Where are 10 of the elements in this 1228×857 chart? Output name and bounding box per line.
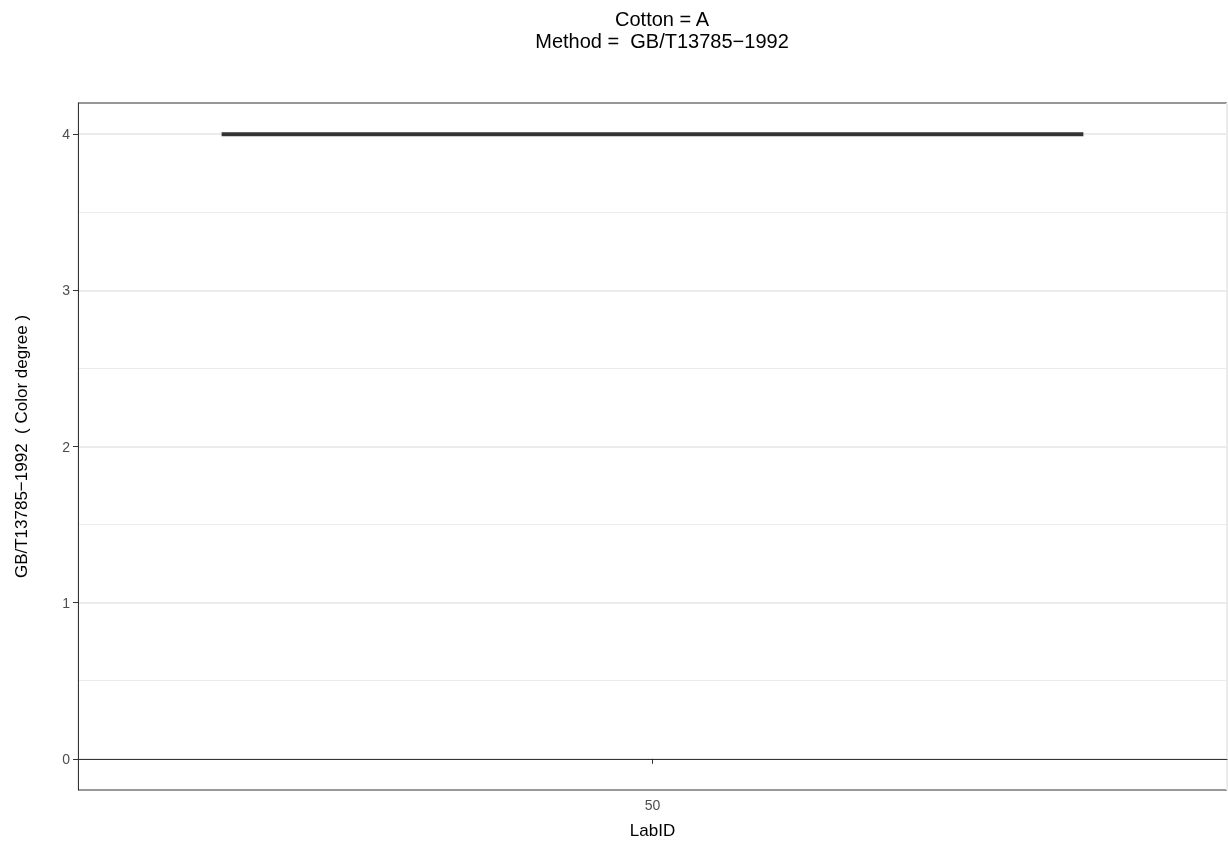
x-tick-label: 50 [644,797,661,813]
y-tick-label: 2 [62,438,71,455]
chart-title: Cotton = A [615,8,710,30]
y-tick-label: 1 [62,594,71,611]
x-axis-title: LabID [629,821,676,840]
y-axis-title: GB/T13785−1992 ( Color degree ) [12,314,31,579]
chart-subtitle: Method = GB/T13785−1992 [535,30,789,52]
y-tick-label: 3 [62,282,71,299]
y-tick-label: 4 [62,126,71,143]
y-tick-label: 0 [62,750,71,767]
